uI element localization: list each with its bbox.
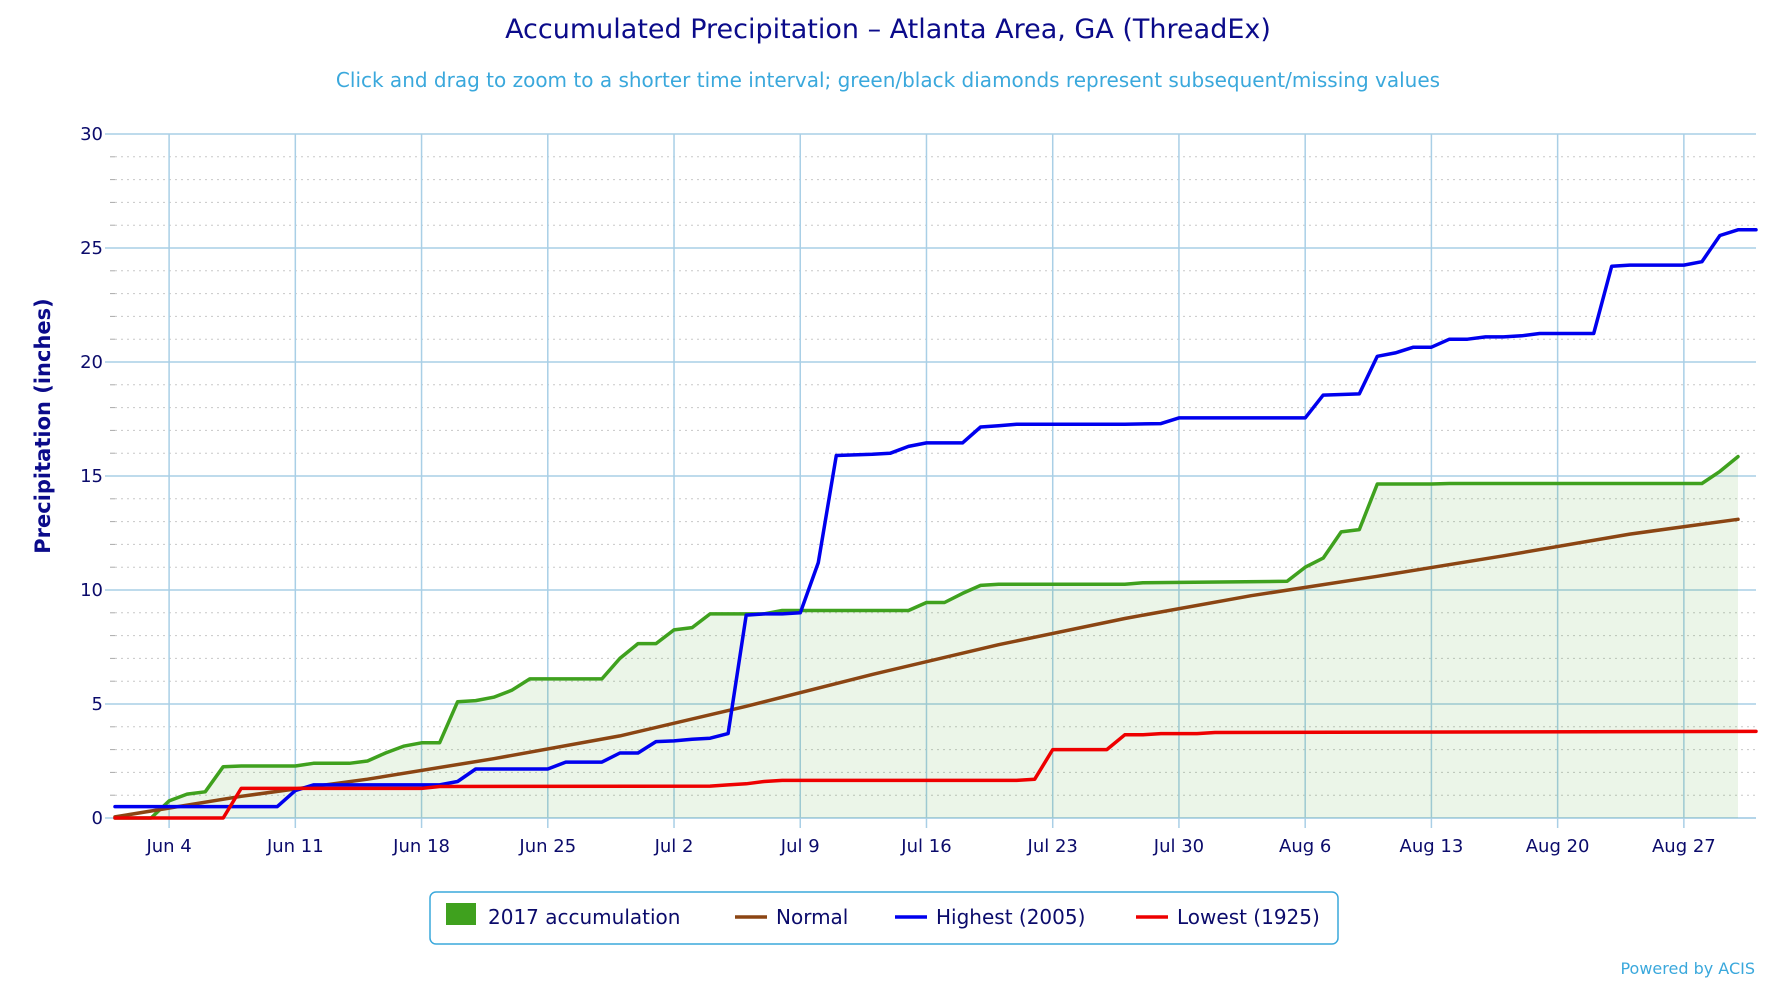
legend[interactable]: 2017 accumulation Normal Highest (2005) … <box>429 891 1339 945</box>
y-tick-label: 20 <box>80 352 103 373</box>
y-tick-label: 30 <box>80 124 103 145</box>
x-axis: Jun 4 Jun 11 Jun 18 Jun 25 Jul 2 Jul 9 Jul 16 J… <box>145 836 1715 857</box>
legend-label-highest[interactable]: Highest (2005) <box>936 905 1085 929</box>
series-line-2017-accumulation[interactable] <box>113 454 1740 820</box>
x-tick-label: Jun 25 <box>518 836 576 857</box>
minor-gridlines <box>110 156 1756 796</box>
x-tick-label: Jul 23 <box>1027 836 1078 857</box>
x-tick-label: Jun 11 <box>266 836 324 857</box>
legend-label-2017[interactable]: 2017 accumulation <box>488 905 680 929</box>
x-tick-label: Aug 13 <box>1400 836 1464 857</box>
chart-subtitle: Click and drag to zoom to a shorter time… <box>336 68 1440 92</box>
x-tick-label: Jul 16 <box>900 836 951 857</box>
legend-box <box>429 891 1339 945</box>
x-tick-label: Aug 27 <box>1652 836 1716 857</box>
series-line-highest-2005[interactable] <box>113 228 1758 809</box>
series-line-normal[interactable] <box>113 517 1740 819</box>
y-tick-label: 0 <box>92 808 103 829</box>
y-tick-label: 25 <box>80 238 103 259</box>
legend-label-normal[interactable]: Normal <box>776 905 848 929</box>
major-gridlines <box>105 133 1756 828</box>
x-tick-label: Jul 9 <box>780 836 820 857</box>
y-axis: 0 5 10 15 20 25 30 <box>80 124 103 829</box>
x-tick-label: Jun 18 <box>392 836 450 857</box>
y-tick-label: 10 <box>80 580 103 601</box>
x-tick-label: Jul 2 <box>654 836 694 857</box>
chart-title: Accumulated Precipitation – Atlanta Area… <box>505 14 1271 45</box>
y-tick-label: 5 <box>92 694 103 715</box>
series-line-lowest-1925[interactable] <box>113 729 1758 820</box>
plot-series <box>113 228 1758 820</box>
x-tick-label: Jun 4 <box>145 836 191 857</box>
y-axis-label: Precipitation (inches) <box>31 298 55 554</box>
legend-swatch-2017 <box>446 903 476 925</box>
x-tick-label: Aug 6 <box>1279 836 1331 857</box>
powered-by-credit[interactable]: Powered by ACIS <box>1620 959 1755 978</box>
x-tick-label: Jul 30 <box>1153 836 1204 857</box>
x-tick-label: Aug 20 <box>1526 836 1590 857</box>
y-tick-label: 15 <box>80 466 103 487</box>
legend-label-lowest[interactable]: Lowest (1925) <box>1177 905 1320 929</box>
